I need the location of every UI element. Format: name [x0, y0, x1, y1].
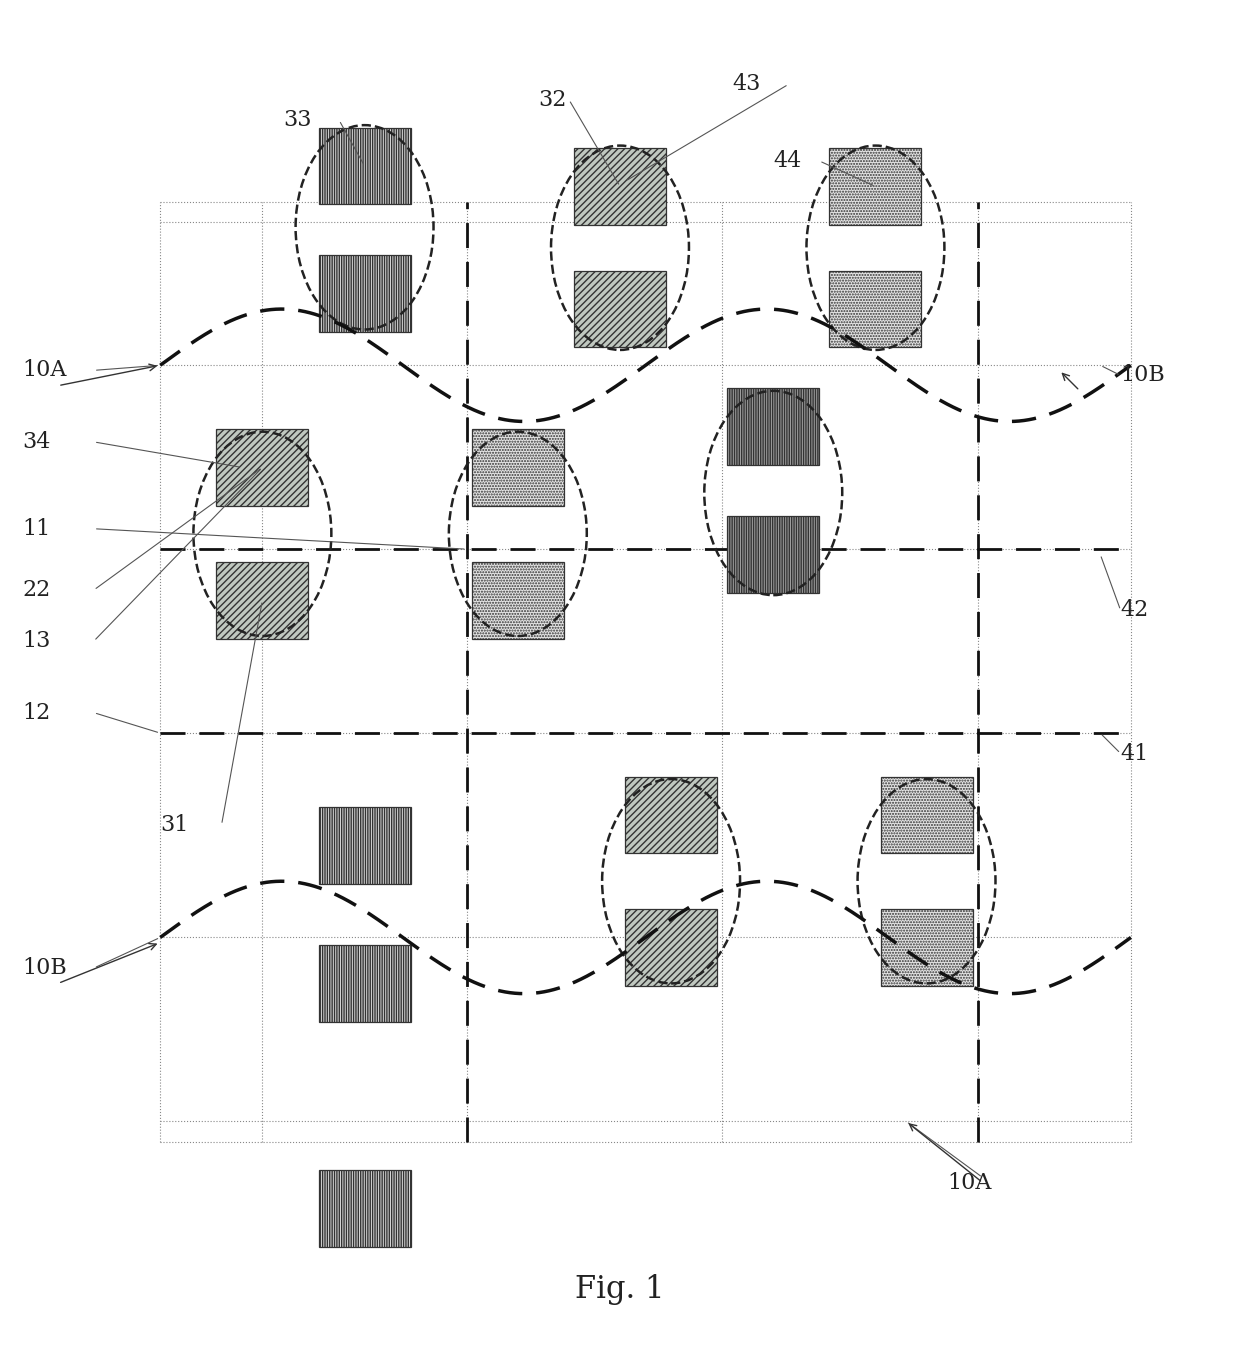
Bar	[880, 910, 972, 986]
Bar	[319, 945, 410, 1022]
Text: 43: 43	[733, 74, 761, 95]
Bar	[319, 128, 410, 205]
Bar	[217, 430, 309, 506]
Text: 44: 44	[774, 150, 801, 172]
Bar	[728, 389, 820, 465]
Bar	[472, 430, 564, 506]
Bar	[830, 149, 921, 225]
Bar	[880, 776, 972, 852]
Bar	[574, 149, 666, 225]
Bar	[574, 270, 666, 348]
Bar	[217, 562, 309, 638]
Bar	[319, 1170, 410, 1247]
Text: 10B: 10B	[1121, 364, 1166, 386]
Text: 13: 13	[22, 630, 51, 652]
Text: 10A: 10A	[947, 1172, 991, 1194]
Bar	[319, 255, 410, 331]
Bar	[830, 270, 921, 348]
Text: 31: 31	[160, 814, 188, 836]
Bar	[728, 516, 820, 592]
Bar	[319, 807, 410, 884]
Bar	[625, 776, 717, 852]
Text: 33: 33	[283, 109, 311, 131]
Text: 22: 22	[22, 580, 51, 602]
Text: 41: 41	[1121, 742, 1149, 765]
Text: 12: 12	[22, 701, 51, 724]
Text: 34: 34	[22, 431, 51, 453]
Text: 32: 32	[538, 89, 567, 110]
Text: 10B: 10B	[22, 958, 67, 979]
Text: 11: 11	[22, 518, 51, 540]
Text: Fig. 1: Fig. 1	[575, 1274, 665, 1305]
Text: 42: 42	[1121, 599, 1149, 622]
Text: 10A: 10A	[22, 359, 67, 382]
Bar	[472, 562, 564, 638]
Bar	[625, 910, 717, 986]
